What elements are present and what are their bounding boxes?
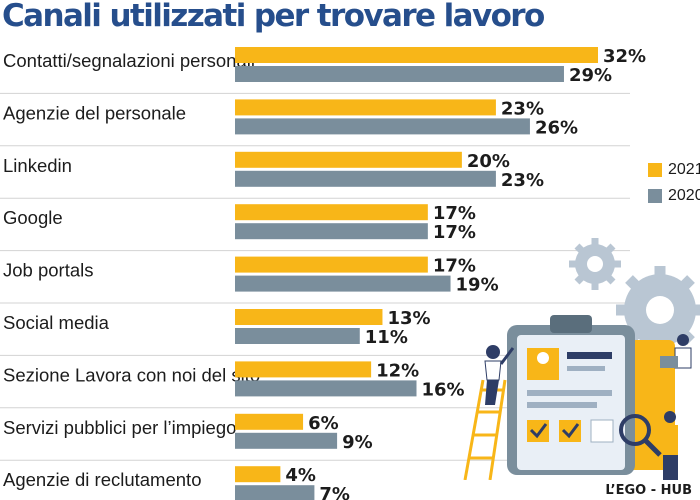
value-label-2020: 23% xyxy=(501,170,544,191)
bar-2020 xyxy=(235,328,360,344)
ladder-icon xyxy=(463,379,507,480)
bar-2021 xyxy=(235,99,496,116)
legend-swatch-2021 xyxy=(648,163,662,177)
value-label-2020: 7% xyxy=(319,484,350,500)
bar-2021 xyxy=(235,47,598,63)
clipboard-icon xyxy=(507,315,635,475)
value-label-2021: 12% xyxy=(376,360,419,381)
person-figure-icon xyxy=(484,345,515,405)
value-label-2020: 29% xyxy=(569,65,612,86)
category-label: Contatti/segnalazioni personali xyxy=(3,50,255,71)
legend-label-2020: 2020 xyxy=(668,187,700,204)
bar-2020 xyxy=(235,432,338,449)
bar-2021 xyxy=(235,256,428,273)
value-label-2021: 13% xyxy=(387,308,430,329)
bar-2020 xyxy=(235,485,315,500)
job-search-illustration xyxy=(463,238,700,480)
category-label: Google xyxy=(3,207,63,228)
small-gear-icon xyxy=(569,238,621,290)
category-label: Job portals xyxy=(3,260,94,281)
value-label-2020: 26% xyxy=(535,117,578,138)
value-label-2021: 32% xyxy=(603,46,646,67)
value-label-2021: 20% xyxy=(467,151,510,172)
bar-2021 xyxy=(235,204,428,221)
legend-swatch-2020 xyxy=(648,189,662,203)
legend-item-2021: 2021 xyxy=(648,157,700,183)
value-label-2021: 23% xyxy=(501,98,544,119)
bar-2021 xyxy=(235,309,383,325)
large-gear-icon xyxy=(616,266,700,354)
legend: 2021 2020 xyxy=(648,157,700,209)
bar-2021 xyxy=(235,361,372,378)
value-label-2021: 6% xyxy=(308,413,339,434)
bar-2021 xyxy=(235,151,462,168)
legend-label-2021: 2021 xyxy=(668,161,700,178)
value-label-2020: 16% xyxy=(422,379,465,400)
bar-2021 xyxy=(235,413,304,430)
magnifier-icon xyxy=(619,411,678,480)
value-label-2021: 17% xyxy=(433,203,476,224)
bar-2020 xyxy=(235,118,530,135)
source-credit: L’EGO - HUB xyxy=(603,483,694,498)
bar-2021 xyxy=(235,466,281,483)
legend-item-2020: 2020 xyxy=(648,183,700,209)
laptop-person-icon xyxy=(660,334,692,369)
value-label-2020: 17% xyxy=(433,222,476,243)
value-label-2021: 4% xyxy=(285,465,316,486)
bar-2020 xyxy=(235,380,417,397)
value-label-2021: 17% xyxy=(433,256,476,277)
bar-2020 xyxy=(235,170,496,187)
category-label: Linkedin xyxy=(3,155,72,176)
value-label-2020: 19% xyxy=(456,275,499,296)
category-label: Agenzie di reclutamento xyxy=(3,469,201,490)
value-label-2020: 9% xyxy=(342,432,373,453)
chart-title: Canali utilizzati per trovare lavoro xyxy=(2,0,545,34)
bar-2020 xyxy=(235,275,451,292)
category-label: Agenzie del personale xyxy=(3,102,186,123)
category-label: Servizi pubblici per l’impiego xyxy=(3,417,236,438)
bar-2020 xyxy=(235,223,428,240)
category-label: Sezione Lavora con noi del sito xyxy=(3,364,260,385)
bar-2020 xyxy=(235,66,564,82)
value-label-2020: 11% xyxy=(365,327,408,348)
category-label: Social media xyxy=(3,312,110,333)
